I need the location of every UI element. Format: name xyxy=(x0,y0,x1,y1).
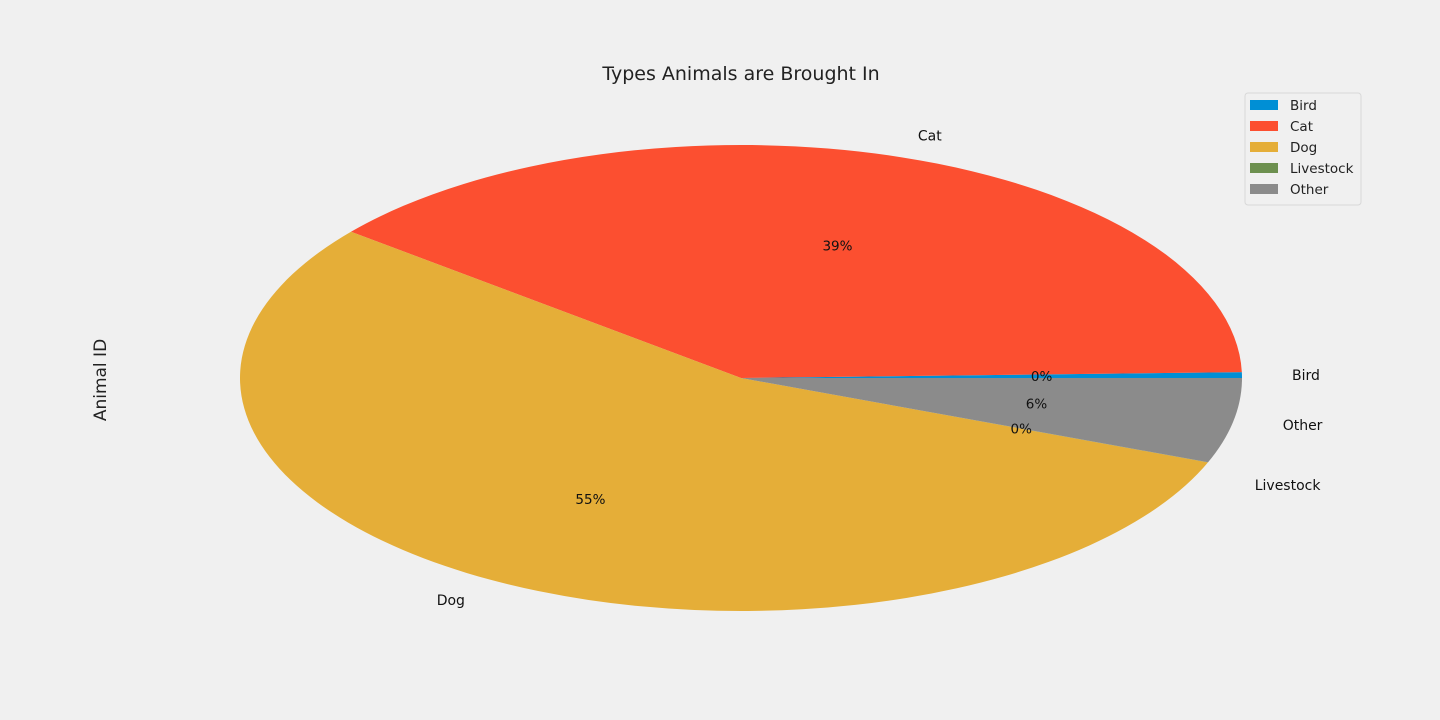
legend: Bird Cat Dog Livestock Other xyxy=(1244,92,1362,206)
legend-label-dog: Dog xyxy=(1290,140,1317,156)
pie-slice-other xyxy=(741,378,1242,463)
percent-label-other: 6% xyxy=(1026,397,1048,413)
legend-label-cat: Cat xyxy=(1290,119,1313,135)
percent-label-bird: 0% xyxy=(1031,369,1053,385)
legend-swatch-bird xyxy=(1250,100,1278,110)
y-axis-label: Animal ID xyxy=(91,339,111,421)
percent-label-dog: 55% xyxy=(575,492,605,508)
pie-slice-dog xyxy=(240,231,1208,611)
slice-label-bird: Bird xyxy=(1292,368,1320,384)
pie-slice-bird xyxy=(741,372,1242,378)
legend-swatch-livestock xyxy=(1250,163,1278,173)
pie-slices xyxy=(240,145,1242,611)
legend-swatch-other xyxy=(1250,184,1278,194)
slice-label-other: Other xyxy=(1283,418,1323,434)
slice-label-dog: Dog xyxy=(437,593,465,609)
legend-swatch-cat xyxy=(1250,121,1278,131)
slice-label-livestock: Livestock xyxy=(1255,478,1322,494)
legend-label-livestock: Livestock xyxy=(1290,161,1354,177)
percent-label-livestock: 0% xyxy=(1011,422,1033,438)
legend-swatch-dog xyxy=(1250,142,1278,152)
legend-label-other: Other xyxy=(1290,182,1329,198)
legend-label-bird: Bird xyxy=(1290,98,1317,114)
chart-title: Types Animals are Brought In xyxy=(601,63,879,85)
slice-label-cat: Cat xyxy=(918,128,942,144)
percent-label-cat: 39% xyxy=(822,239,852,255)
pie-slice-livestock xyxy=(741,378,1209,463)
pie-labels: Bird 0% Cat 39% Dog 55% Livestock 0% Other 6% xyxy=(437,128,1323,609)
pie-slice-cat xyxy=(350,145,1242,378)
